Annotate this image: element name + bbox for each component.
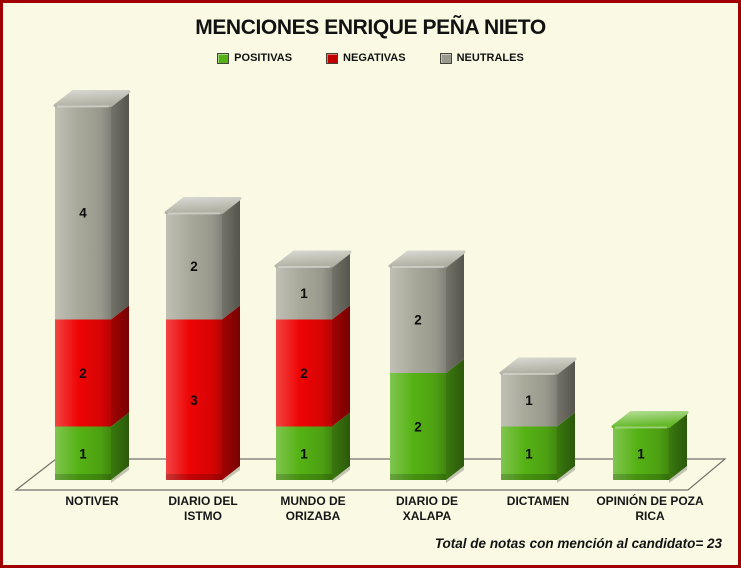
legend-label-negativas: NEGATIVAS: [343, 52, 406, 64]
positivas-swatch-icon: [217, 52, 230, 64]
total-annotation: Total de notas con mención al candidato=…: [434, 536, 722, 551]
chart-legend: POSITIVAS NEGATIVAS NEUTRALES: [3, 52, 738, 64]
legend-item-positivas: POSITIVAS: [217, 52, 292, 64]
svg-text:2: 2: [79, 366, 87, 381]
legend-item-negativas: NEGATIVAS: [326, 52, 406, 64]
svg-text:1: 1: [79, 446, 87, 461]
bar-DIARIO-DE-XALAPA: 22: [388, 250, 466, 483]
svg-text:2: 2: [300, 366, 308, 381]
svg-text:2: 2: [414, 313, 422, 328]
bar-DIARIO-DEL-ISTMO: 32: [164, 197, 242, 483]
chart-title: MENCIONES ENRIQUE PEÑA NIETO: [195, 16, 546, 39]
svg-text:1: 1: [525, 393, 533, 408]
category-label: DIARIO DEL ISTMO: [168, 494, 238, 523]
bar-MUNDO-DE-ORIZABA: 1 2 1: [274, 250, 352, 483]
category-label: NOTIVER: [65, 494, 119, 508]
negativas-swatch-icon: [326, 52, 339, 64]
legend-item-neutrales: NEUTRALES: [439, 52, 524, 64]
legend-label-positivas: POSITIVAS: [234, 52, 293, 64]
category-label: MUNDO DE ORIZABA: [280, 494, 346, 523]
legend-label-neutrales: NEUTRALES: [456, 52, 524, 64]
bar-DICTAMEN: 11: [499, 357, 577, 483]
svg-text:2: 2: [190, 259, 198, 274]
category-label: DIARIO DE XALAPA: [395, 494, 458, 523]
neutrales-swatch-icon: [439, 52, 452, 64]
bar-OPINIÓN-DE-POZA-RICA: 1: [611, 411, 689, 483]
svg-text:3: 3: [190, 393, 198, 408]
svg-text:1: 1: [525, 446, 533, 461]
svg-text:1: 1: [300, 286, 308, 301]
svg-text:1: 1: [300, 446, 308, 461]
bar-NOTIVER: 1 2 4: [53, 90, 131, 483]
category-label: DICTAMEN: [506, 494, 570, 508]
svg-text:2: 2: [414, 420, 422, 435]
svg-text:1: 1: [637, 446, 645, 461]
category-label: OPINIÓN DE POZA RICA: [596, 494, 704, 523]
svg-text:4: 4: [79, 206, 87, 221]
